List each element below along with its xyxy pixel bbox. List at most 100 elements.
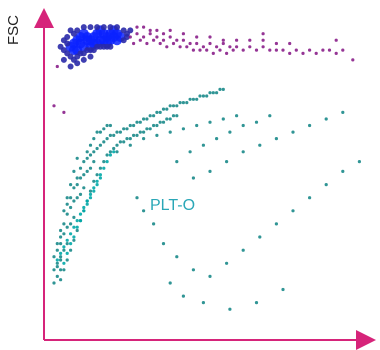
scatter-point (59, 228, 63, 233)
scatter-point (95, 130, 99, 134)
scatter-point (105, 160, 109, 164)
scatter-point (62, 248, 66, 252)
scatter-point (261, 32, 265, 36)
scatter-point (241, 48, 245, 52)
scatter-point (98, 176, 102, 180)
scatter-point (175, 255, 179, 259)
scatter-point (98, 173, 102, 177)
scatter-point (55, 258, 59, 262)
scatter-point (82, 209, 86, 213)
scatter-point (185, 45, 189, 49)
scatter-point (274, 137, 278, 141)
scatter-point (281, 287, 285, 292)
scatter-point (92, 137, 96, 141)
scatter-point (341, 169, 345, 173)
scatter-point (161, 32, 166, 36)
scatter-point (55, 242, 59, 246)
scatter-point (191, 97, 195, 101)
scatter-point (88, 189, 93, 193)
scatter-point (161, 107, 166, 111)
scatter-point (308, 48, 312, 52)
scatter-point (254, 48, 259, 52)
scatter-point (191, 268, 195, 272)
scatter-point (158, 120, 162, 124)
scatter-point (94, 24, 101, 31)
scatter-point (127, 27, 134, 34)
scatter-point (142, 209, 146, 213)
scatter-point (62, 209, 66, 213)
scatter-point (142, 35, 146, 39)
scatter-point (225, 261, 229, 265)
scatter-point (128, 123, 132, 128)
scatter-point (341, 110, 345, 114)
scatter-point (88, 196, 93, 200)
scatter-point (198, 94, 202, 98)
scatter-point (215, 45, 219, 49)
scatter-point (67, 63, 74, 70)
scatter-point (175, 114, 179, 118)
scatter-point (148, 127, 152, 131)
scatter-point (65, 238, 69, 242)
scatter-point (98, 143, 102, 147)
scatter-point (95, 183, 99, 187)
scatter-point (145, 41, 149, 46)
scatter-point (168, 28, 172, 32)
scatter-point (85, 169, 89, 173)
scatter-point (59, 255, 63, 259)
scatter-point (59, 242, 63, 246)
scatter-point (75, 156, 79, 160)
scatter-point (268, 48, 272, 52)
scatter-point (100, 24, 107, 31)
scatter-point (168, 104, 172, 108)
scatter-point (135, 25, 139, 29)
scatter-point (65, 258, 69, 262)
scatter-point (80, 24, 87, 31)
scatter-point (125, 127, 129, 131)
scatter-point (69, 242, 73, 246)
scatter-point (161, 38, 166, 42)
scatter-point (55, 261, 59, 265)
scatter-point (112, 133, 116, 137)
scatter-point (122, 127, 126, 131)
scatter-point (115, 143, 119, 147)
scatter-point (148, 32, 152, 36)
scatter-point (201, 143, 205, 147)
scatter-point (288, 51, 292, 56)
scatter-point (261, 38, 265, 42)
scatter-point (142, 25, 146, 29)
scatter-point (334, 38, 338, 42)
scatter-point (105, 153, 109, 157)
scatter-point (98, 166, 102, 170)
scatter-point (59, 251, 63, 255)
scatter-point (181, 127, 185, 131)
scatter-point (211, 91, 215, 95)
scatter-point (171, 41, 176, 46)
scatter-point (235, 45, 239, 49)
scatter-point (75, 225, 79, 229)
scatter-point (142, 130, 146, 134)
scatter-point (142, 137, 146, 141)
scatter-point (334, 51, 338, 56)
scatter-point (201, 301, 205, 305)
scatter-point (132, 133, 136, 137)
scatter-point (195, 35, 199, 39)
scatter-point (341, 48, 345, 52)
scatter-point (294, 48, 298, 52)
scatter-point (52, 104, 56, 108)
scatter-point (115, 150, 119, 154)
scatter-point (138, 38, 142, 42)
scatter-point (351, 58, 355, 62)
scatter-point (195, 41, 199, 46)
scatter-point (72, 169, 76, 173)
scatter-point (87, 53, 94, 60)
scatter-point (201, 45, 205, 49)
scatter-point (85, 202, 89, 206)
scatter-point (75, 196, 79, 200)
scatter-point (301, 51, 305, 56)
scatter-point (102, 160, 106, 164)
scatter-point (188, 97, 192, 101)
scatter-point (198, 48, 202, 52)
scatter-point (165, 107, 169, 111)
scatter-point (135, 133, 139, 137)
scatter-point (191, 176, 195, 180)
